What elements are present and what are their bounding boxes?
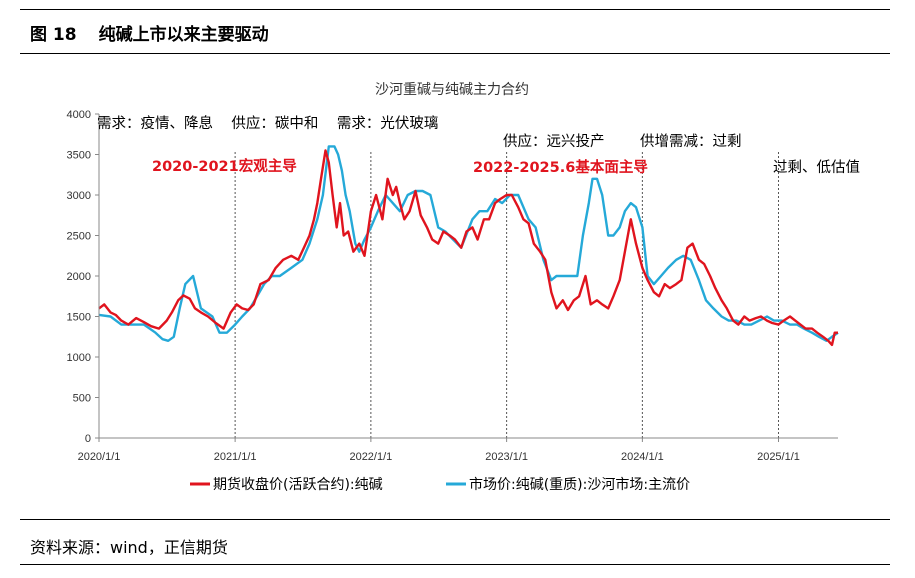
figure-title: 图 18 纯碱上市以来主要驱动 [30,20,269,45]
series-line-spot [98,145,839,342]
x-tick-label: 2020/1/1 [78,451,121,463]
chart-title: 沙河重碱与纯碱主力合约 [375,82,529,98]
y-tick-label: 1500 [67,312,91,324]
x-tick-label: 2024/1/1 [621,451,664,463]
legend: 期货收盘价(活跃合约):纯碱 市场价:纯碱(重质):沙河市场:主流价 [190,476,690,493]
bottom-rule [20,519,890,520]
x-tick-label: 2023/1/1 [485,451,528,463]
series-line-futures [98,149,838,347]
y-tick-label: 3500 [67,150,91,162]
legend-label-futures: 期货收盘价(活跃合约):纯碱 [213,476,383,493]
annotation-phase1: 2020-2021宏观主导 [152,157,297,175]
axes: 0 500 1000 1500 2000 2500 3000 3500 4000 2020/1/1… [67,109,838,463]
series-layer [98,145,839,347]
annotation-row1: 需求：疫情、降息 供应：碳中和 需求：光伏玻璃 [97,114,438,132]
legend-label-spot: 市场价:纯碱(重质):沙河市场:主流价 [469,476,690,493]
source-note: 资料来源：wind，正信期货 [30,538,228,557]
y-tick-label: 2500 [67,231,91,243]
x-tick-label: 2022/1/1 [349,451,392,463]
figure-title-text: 纯碱上市以来主要驱动 [98,25,269,45]
annotation-phase3: 过剩、低估值 [773,159,860,176]
y-tick-label: 1000 [67,352,91,364]
figure-number: 图 18 [30,25,77,45]
title-rule [20,53,890,54]
annotation-phase2: 2022-2025.6基本面主导 [473,158,648,176]
annotation-supply-2023: 供应：远兴投产 [503,132,605,150]
footer-rule [20,564,890,565]
x-tick-label: 2025/1/1 [757,451,800,463]
x-tick-label: 2021/1/1 [214,451,257,463]
y-tick-label: 3000 [67,190,91,202]
annotation-supply-demand: 供增需减：过剩 [640,133,742,150]
top-rule [20,9,890,10]
y-tick-label: 500 [73,393,91,405]
y-tick-label: 4000 [67,109,91,121]
y-tick-label: 0 [85,433,91,445]
y-tick-label: 2000 [67,271,91,283]
